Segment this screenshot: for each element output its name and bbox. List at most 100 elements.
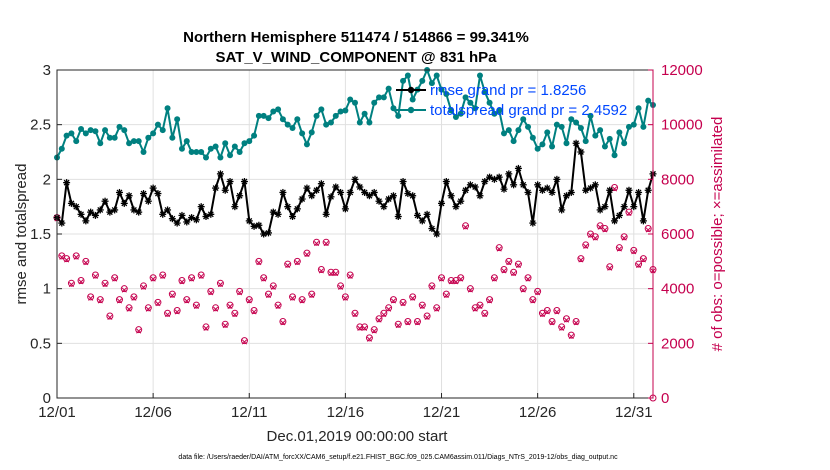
- obs-assimilated-point: [309, 292, 315, 299]
- obs-assimilated-point: [102, 282, 108, 288]
- totalspread-point: [501, 130, 507, 137]
- totalspread-point: [640, 123, 647, 130]
- obs-assimilated-point: [400, 301, 406, 307]
- obs-possible-point: [514, 260, 522, 268]
- rmse-point: [231, 203, 239, 211]
- obs-possible-point: [87, 293, 95, 301]
- rmse-star-stroke: [452, 203, 459, 210]
- rmse-point: [192, 216, 200, 224]
- rmse-star-stroke: [438, 200, 445, 207]
- obs-assimilated-point: [222, 323, 228, 329]
- obs-assimilated-point: [323, 241, 329, 247]
- obs-assimilated-stroke: [491, 276, 497, 282]
- obs-assimilated-stroke: [265, 292, 272, 299]
- rmse-star-stroke: [520, 181, 527, 188]
- obs-assimilated-point: [549, 320, 555, 326]
- obs-possible-point: [418, 301, 426, 309]
- rmse-star-stroke: [102, 198, 109, 205]
- rmse-star-stroke: [645, 187, 652, 194]
- obs-assimilated-point: [477, 303, 483, 309]
- obs-assimilated-stroke: [227, 303, 233, 309]
- obs-possible-point: [495, 244, 503, 252]
- rmse-point: [250, 222, 258, 230]
- obs-possible-point: [639, 255, 647, 263]
- obs-assimilated-stroke: [179, 279, 185, 285]
- rmse-point: [351, 175, 359, 183]
- rmse-point: [159, 210, 167, 218]
- totalspread-point: [193, 149, 200, 155]
- obs-possible-point: [173, 307, 181, 315]
- rmse-point: [289, 213, 297, 221]
- totalspread-point: [207, 145, 214, 152]
- obs-assimilated-stroke: [68, 282, 74, 288]
- obs-possible-point: [548, 317, 556, 325]
- rmse-point: [298, 195, 306, 203]
- obs-possible-point: [457, 274, 465, 282]
- obs-possible-point: [380, 309, 388, 317]
- totalspread-point: [635, 105, 642, 112]
- totalspread-point: [145, 134, 152, 141]
- obs-assimilated-stroke: [530, 298, 536, 304]
- rmse-star-stroke: [457, 198, 464, 205]
- rmse-point: [82, 217, 90, 225]
- obs-assimilated-stroke: [333, 271, 339, 277]
- obs-assimilated-stroke: [150, 276, 156, 282]
- rmse-point: [500, 185, 508, 193]
- obs-assimilated-stroke: [520, 287, 526, 293]
- rmse-point: [178, 211, 186, 219]
- totalspread-point: [159, 127, 166, 134]
- obs-possible-point: [140, 282, 148, 290]
- obs-count-series: [53, 184, 657, 402]
- totalspread-point: [318, 106, 325, 113]
- totalspread-point: [525, 123, 532, 130]
- totalspread-point: [515, 127, 522, 134]
- rmse-star-stroke: [236, 192, 243, 199]
- totalspread-point: [380, 94, 387, 101]
- obs-possible-point: [240, 337, 248, 345]
- y-tick-label: 1.5: [30, 226, 51, 243]
- totalspread-point: [183, 138, 190, 145]
- rmse-star-stroke: [525, 189, 531, 196]
- obs-possible-point: [591, 233, 599, 241]
- obs-assimilated-point: [645, 227, 651, 233]
- rmse-star-stroke: [207, 211, 214, 218]
- obs-possible-point: [577, 255, 585, 263]
- y-right-tick-label: 12000: [661, 62, 703, 79]
- obs-possible-point: [611, 184, 619, 192]
- obs-assimilated-point: [217, 282, 223, 288]
- obs-assimilated-stroke: [342, 295, 348, 301]
- totalspread-point: [337, 108, 344, 115]
- totalspread-point: [385, 85, 392, 92]
- rmse-star-stroke: [159, 211, 166, 218]
- obs-assimilated-point: [342, 295, 348, 301]
- obs-assimilated-stroke: [174, 309, 180, 315]
- totalspread-point: [366, 119, 373, 126]
- rmse-point: [510, 181, 518, 189]
- rmse-point: [635, 188, 643, 196]
- obs-assimilated-stroke: [501, 268, 507, 274]
- obs-possible-point: [279, 317, 287, 325]
- chart-title: Northern Hemisphere 511474 / 514866 = 99…: [183, 29, 529, 46]
- obs-assimilated-stroke: [304, 251, 310, 258]
- obs-possible-point: [245, 296, 253, 304]
- rmse-point: [144, 197, 152, 205]
- obs-assimilated-stroke: [544, 309, 550, 315]
- obs-possible-point: [322, 238, 330, 246]
- rmse-star-stroke: [332, 184, 339, 190]
- obs-assimilated-stroke: [198, 273, 204, 279]
- obs-assimilated-point: [626, 210, 632, 217]
- obs-assimilated-point: [467, 287, 473, 293]
- rmse-star-stroke: [231, 203, 238, 210]
- totalspread-point: [260, 112, 267, 119]
- obs-assimilated-stroke: [213, 306, 219, 312]
- obs-assimilated-point: [203, 325, 209, 331]
- obs-assimilated-point: [462, 224, 469, 230]
- rmse-star-stroke: [212, 185, 219, 192]
- obs-possible-point: [562, 315, 570, 323]
- rmse-star-stroke: [606, 187, 613, 194]
- rmse-star-stroke: [404, 190, 411, 197]
- rmse-point: [240, 178, 248, 186]
- rmse-star-stroke: [337, 189, 344, 196]
- obs-possible-point: [236, 287, 244, 295]
- rmse-star-stroke: [130, 206, 137, 213]
